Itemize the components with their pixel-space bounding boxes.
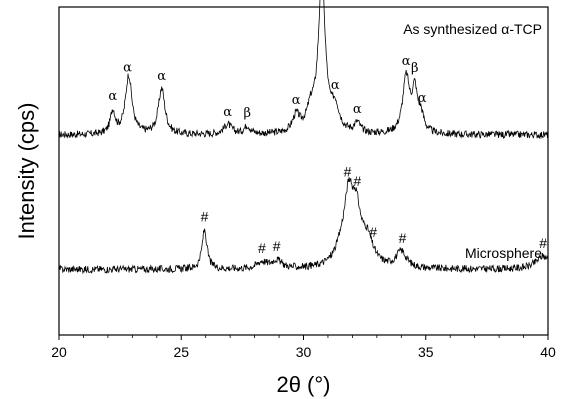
peak-annotation-4: β — [244, 106, 252, 121]
peak-annotation-12: # — [201, 209, 209, 225]
peak-annotation-7: α — [331, 78, 340, 93]
x-tick-label-2: 30 — [296, 344, 312, 360]
peak-annotation-1: α — [123, 61, 132, 76]
peak-annotation-14: # — [273, 238, 281, 254]
peak-annotation-13: # — [258, 240, 266, 256]
series-line-1 — [58, 177, 549, 275]
series-line-0 — [58, 0, 549, 140]
peak-annotation-15: # — [344, 164, 352, 180]
peak-annotation-11: α — [418, 91, 427, 106]
x-tick-label-4: 40 — [540, 344, 556, 360]
x-axis-title: 2θ (°) — [276, 372, 330, 397]
plot-series — [58, 0, 549, 275]
peak-annotations: ααααβαααααβα######## — [108, 54, 547, 256]
plot-frame — [58, 6, 549, 336]
peak-annotation-18: # — [399, 230, 407, 246]
peak-annotation-0: α — [108, 89, 117, 104]
x-tick-label-1: 25 — [173, 344, 189, 360]
x-tick-label-3: 35 — [418, 344, 434, 360]
peak-annotation-10: β — [411, 61, 419, 76]
peak-annotation-2: α — [157, 69, 166, 84]
series-label-1: Microsphere — [465, 245, 542, 261]
peak-annotation-16: # — [353, 173, 361, 189]
y-axis-title: Intensity (cps) — [14, 103, 39, 240]
x-axis-ticks: 20 25 30 35 40 — [51, 335, 556, 360]
peak-annotation-17: # — [369, 224, 377, 240]
peak-annotation-8: α — [353, 102, 362, 117]
peak-annotation-9: α — [402, 54, 411, 69]
series-label-0: As synthesized α-TCP — [403, 21, 542, 37]
peak-annotation-19: # — [539, 235, 547, 251]
x-tick-label-0: 20 — [51, 344, 67, 360]
peak-annotation-5: α — [292, 93, 301, 108]
peak-annotation-3: α — [223, 105, 232, 120]
series-labels: As synthesized α-TCP Microsphere — [403, 21, 542, 261]
